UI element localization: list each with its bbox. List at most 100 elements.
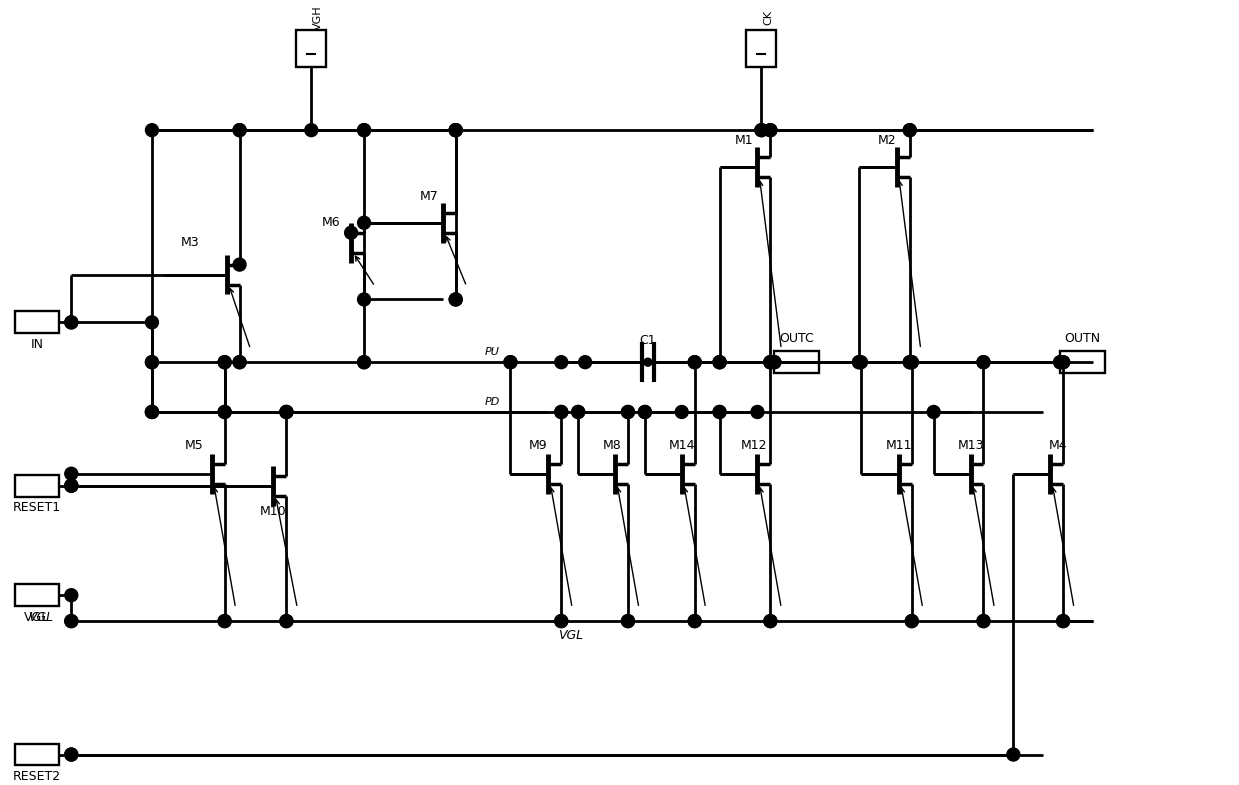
Circle shape: [688, 356, 701, 369]
Circle shape: [622, 406, 634, 418]
Circle shape: [978, 615, 990, 627]
Circle shape: [64, 316, 78, 329]
Circle shape: [504, 356, 517, 369]
Circle shape: [358, 356, 370, 369]
Circle shape: [218, 406, 232, 418]
Text: M13: M13: [958, 440, 984, 452]
Circle shape: [450, 293, 462, 306]
Circle shape: [852, 356, 866, 369]
Circle shape: [555, 615, 567, 627]
Circle shape: [145, 406, 159, 418]
Circle shape: [358, 124, 370, 137]
Circle shape: [1057, 356, 1069, 369]
Circle shape: [764, 356, 777, 369]
Circle shape: [906, 615, 918, 627]
Text: M2: M2: [877, 133, 896, 147]
Circle shape: [978, 356, 990, 369]
Circle shape: [978, 356, 990, 369]
Circle shape: [906, 356, 918, 369]
Circle shape: [64, 589, 78, 601]
Text: M3: M3: [181, 236, 199, 249]
Circle shape: [218, 615, 232, 627]
Circle shape: [927, 406, 940, 418]
Circle shape: [1057, 356, 1069, 369]
Circle shape: [764, 124, 777, 137]
Circle shape: [764, 615, 777, 627]
Circle shape: [145, 406, 159, 418]
Circle shape: [555, 615, 567, 627]
Text: C1: C1: [639, 334, 657, 347]
Circle shape: [764, 615, 777, 627]
Circle shape: [64, 479, 78, 492]
Circle shape: [751, 406, 764, 418]
Circle shape: [688, 615, 701, 627]
Circle shape: [450, 124, 462, 137]
Circle shape: [978, 615, 990, 627]
Text: PD: PD: [484, 397, 501, 407]
Circle shape: [450, 124, 462, 137]
Text: VGH: VGH: [313, 5, 323, 30]
Circle shape: [450, 293, 462, 306]
Circle shape: [579, 356, 591, 369]
Circle shape: [64, 615, 78, 627]
Text: M7: M7: [420, 191, 439, 203]
Circle shape: [1007, 748, 1020, 761]
Bar: [774, 351, 819, 373]
Circle shape: [903, 124, 917, 137]
Text: M6: M6: [322, 216, 341, 229]
Text: OUTN: OUTN: [1064, 332, 1100, 345]
Circle shape: [504, 356, 517, 369]
Circle shape: [218, 615, 232, 627]
Circle shape: [64, 615, 78, 627]
Circle shape: [1053, 356, 1067, 369]
Circle shape: [305, 124, 317, 137]
Circle shape: [64, 479, 78, 492]
Text: IN: IN: [31, 338, 43, 351]
Circle shape: [714, 356, 726, 369]
Circle shape: [675, 406, 688, 418]
Polygon shape: [746, 30, 777, 68]
Circle shape: [145, 356, 159, 369]
Circle shape: [852, 356, 866, 369]
Circle shape: [622, 615, 634, 627]
Circle shape: [638, 406, 652, 418]
Circle shape: [358, 217, 370, 229]
Circle shape: [358, 124, 370, 137]
Text: OUTC: OUTC: [779, 332, 814, 345]
Circle shape: [638, 406, 652, 418]
Circle shape: [233, 258, 247, 271]
Text: M10: M10: [260, 505, 286, 518]
Circle shape: [768, 356, 781, 369]
Circle shape: [1057, 615, 1069, 627]
Circle shape: [714, 406, 726, 418]
Circle shape: [903, 356, 917, 369]
Circle shape: [903, 356, 917, 369]
Circle shape: [358, 356, 370, 369]
Circle shape: [1057, 615, 1069, 627]
Circle shape: [555, 406, 567, 418]
Text: M12: M12: [741, 440, 768, 452]
Circle shape: [64, 479, 78, 492]
Circle shape: [233, 356, 247, 369]
Circle shape: [450, 124, 462, 137]
Circle shape: [280, 615, 292, 627]
Circle shape: [233, 356, 247, 369]
Circle shape: [714, 356, 726, 369]
Circle shape: [903, 124, 917, 137]
Circle shape: [906, 615, 918, 627]
Text: RESET1: RESET1: [12, 501, 61, 514]
Circle shape: [555, 356, 567, 369]
Circle shape: [218, 356, 232, 369]
Polygon shape: [296, 30, 326, 68]
Circle shape: [688, 356, 701, 369]
Circle shape: [622, 615, 634, 627]
Circle shape: [571, 406, 585, 418]
Circle shape: [644, 358, 652, 366]
Text: M14: M14: [669, 440, 695, 452]
Text: M1: M1: [735, 133, 753, 147]
Bar: [15, 475, 59, 497]
Circle shape: [622, 406, 634, 418]
Circle shape: [64, 748, 78, 761]
Circle shape: [233, 124, 247, 137]
Circle shape: [64, 316, 78, 329]
